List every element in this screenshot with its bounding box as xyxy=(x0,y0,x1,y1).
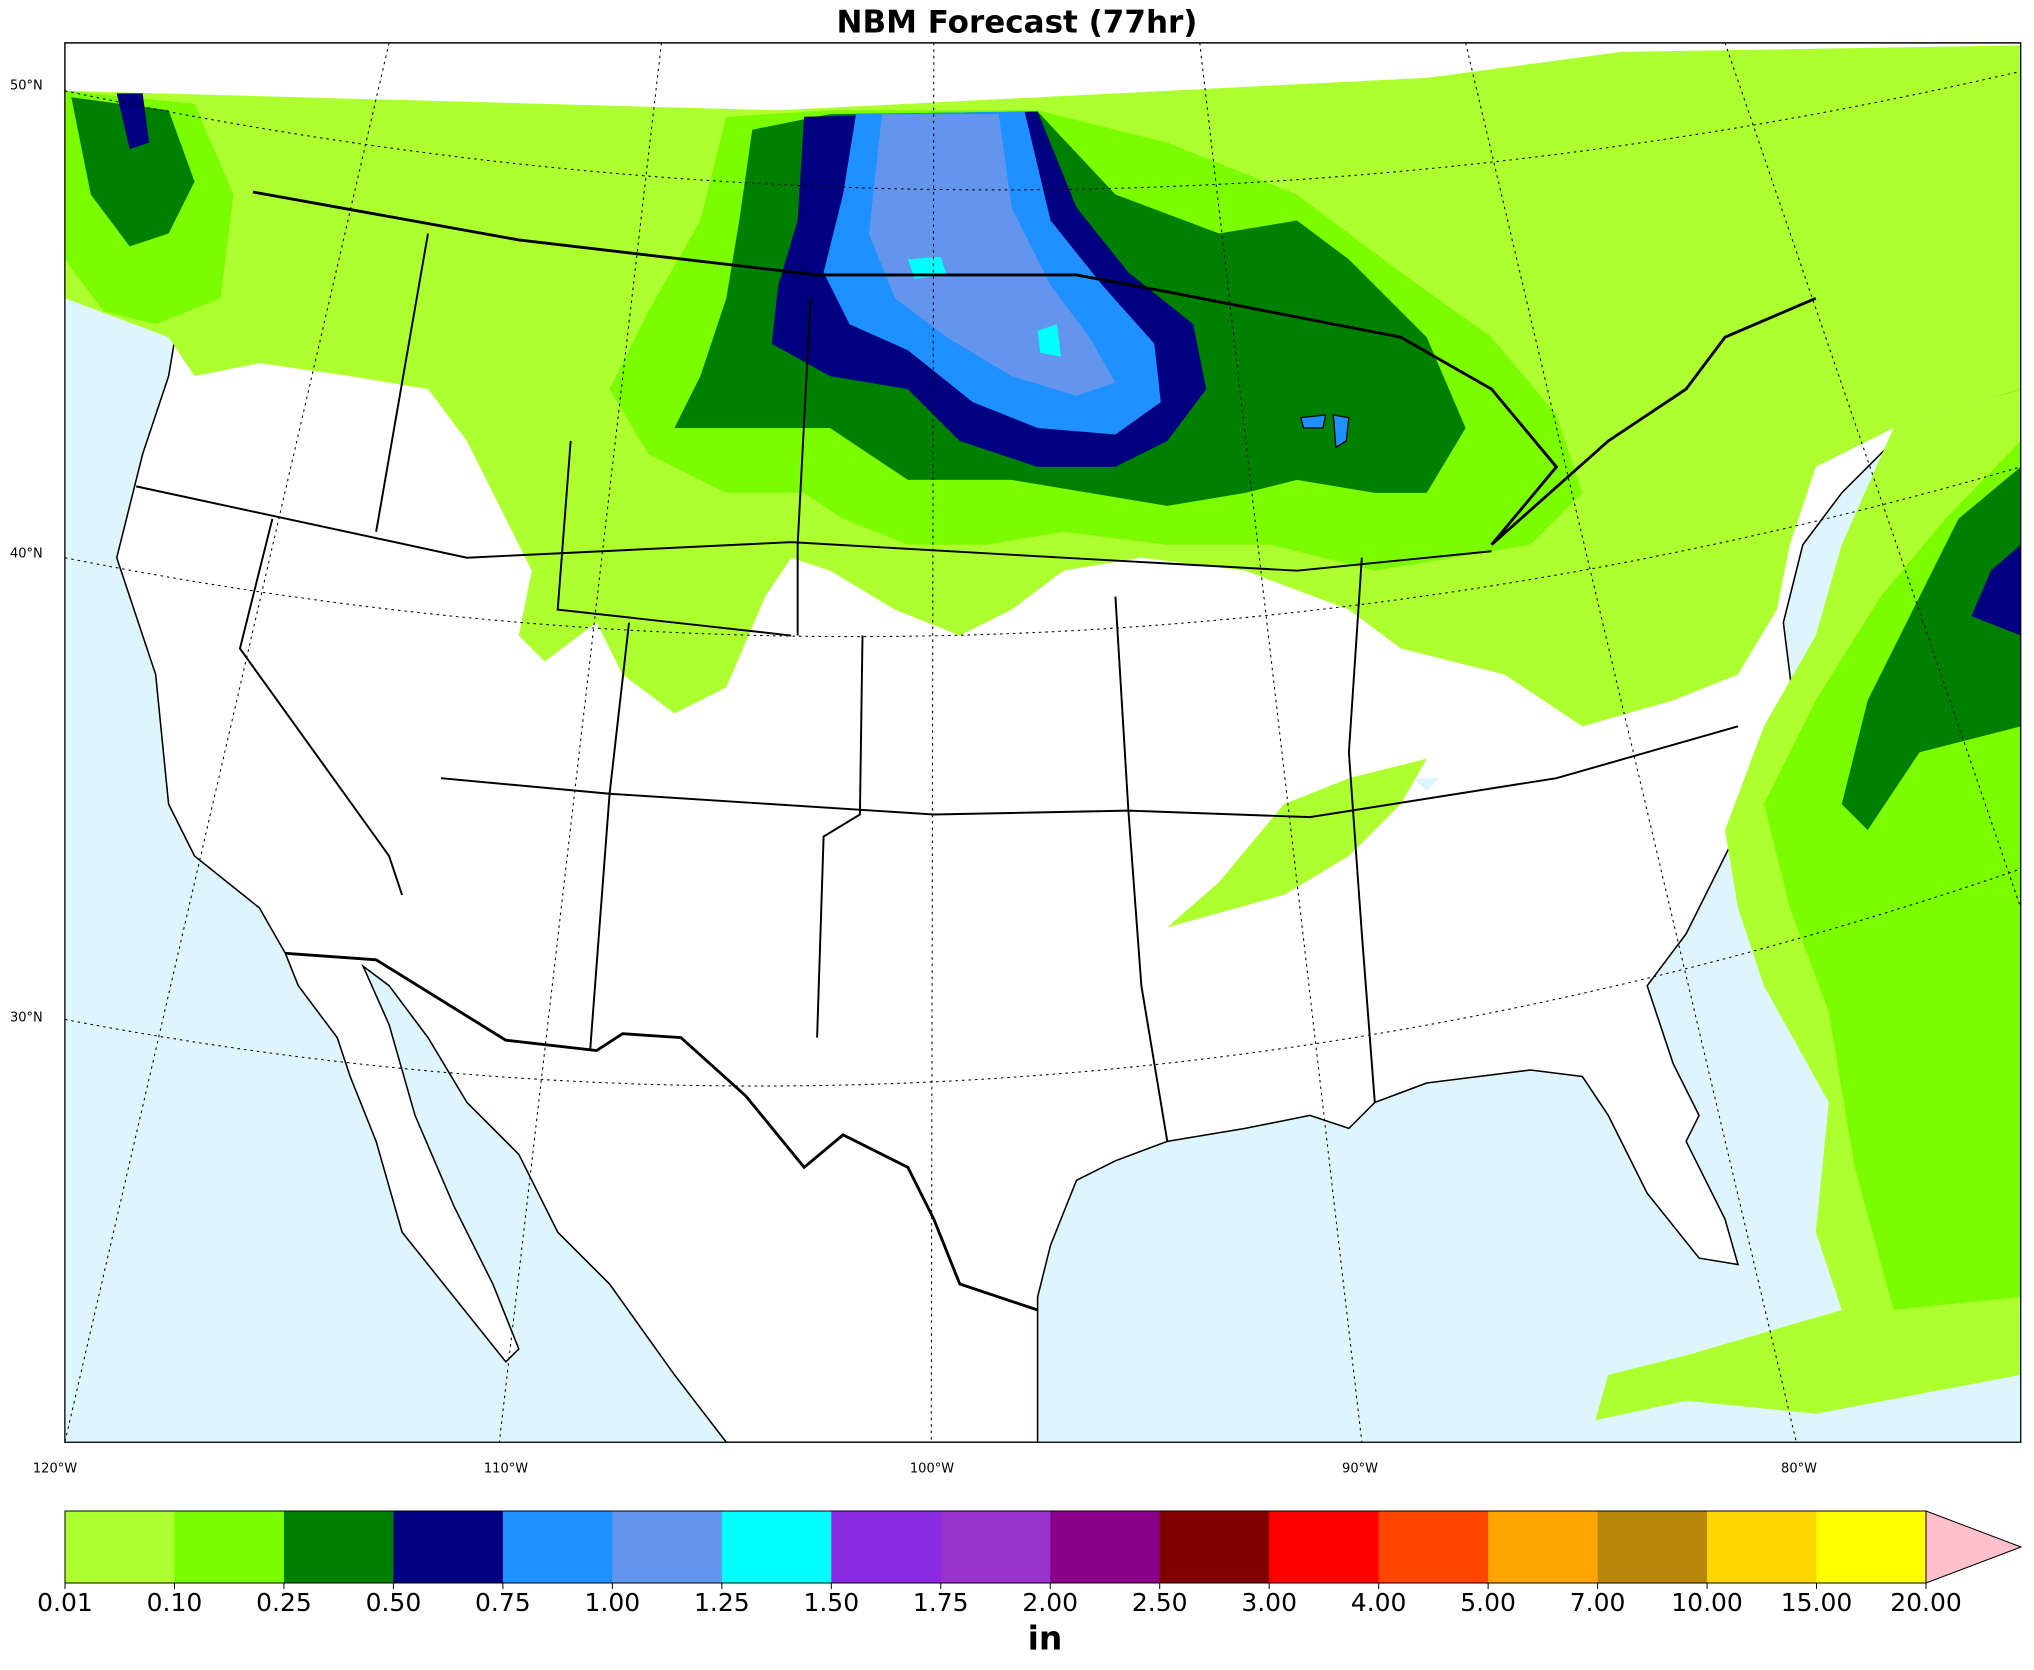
colorbar-segment xyxy=(283,1511,394,1583)
great-lakes xyxy=(1300,414,1350,449)
colorbar-segment xyxy=(1488,1511,1599,1583)
latitude-labels: 50°N 40°N 30°N xyxy=(10,79,43,1026)
colorbar-tick-label: 5.00 xyxy=(1460,1588,1516,1617)
longitude-label: 110°W xyxy=(484,1462,528,1477)
map-title: NBM Forecast (77hr) xyxy=(837,5,1198,41)
state-lines xyxy=(135,233,1739,1142)
precip-050-east xyxy=(1971,544,2021,636)
precip-025-west xyxy=(71,97,195,247)
colorbar-segment xyxy=(1378,1511,1489,1583)
precip-001-south xyxy=(1167,758,1427,928)
colorbar-tick-label: 0.50 xyxy=(366,1588,422,1617)
colorbar-tick-label: 1.25 xyxy=(694,1588,750,1617)
colorbar-segment xyxy=(1707,1511,1818,1583)
colorbar-segment xyxy=(1816,1511,1927,1583)
colorbar-tick-label: 15.00 xyxy=(1781,1588,1853,1617)
colorbar-tick-label: 4.00 xyxy=(1351,1588,1407,1617)
colorbar-segment xyxy=(1050,1511,1161,1583)
colorbar-segment xyxy=(1597,1511,1708,1583)
precip-025-east xyxy=(1841,466,2021,831)
longitude-label: 100°W xyxy=(910,1462,954,1477)
colorbar-segment xyxy=(502,1511,613,1583)
colorbar-segment xyxy=(174,1511,285,1583)
colorbar-label: in xyxy=(1028,1619,1063,1658)
colorbar-tick-label: 20.00 xyxy=(1890,1588,1962,1617)
colorbar-segment xyxy=(1159,1511,1270,1583)
longitude-labels: 120°W 110°W 100°W 90°W 80°W xyxy=(33,1462,1817,1477)
map-area xyxy=(64,42,2022,1443)
colorbar-segment xyxy=(831,1511,942,1583)
longitude-label: 80°W xyxy=(1781,1462,1817,1477)
colorbar-tick-label: 1.00 xyxy=(585,1588,641,1617)
colorbar-tick-label: 10.00 xyxy=(1671,1588,1743,1617)
colorbar-segment xyxy=(940,1511,1051,1583)
colorbar-tick-label: 3.00 xyxy=(1241,1588,1297,1617)
colorbar: 0.01 0.10 0.25 0.50 0.75 1.00 1.25 1.50 1.75 2.00… xyxy=(37,1510,2023,1658)
colorbar-segment xyxy=(65,1511,175,1583)
colorbar-segment xyxy=(721,1511,832,1583)
colorbar-tick-label: 2.00 xyxy=(1022,1588,1078,1617)
colorbar-tick-label: 7.00 xyxy=(1570,1588,1626,1617)
map-frame xyxy=(64,42,2022,1443)
colorbar-tick-label: 0.25 xyxy=(256,1588,312,1617)
latitude-label: 40°N xyxy=(10,547,43,562)
colorbar-frame xyxy=(64,1510,1927,1584)
colorbar-tick-label: 2.50 xyxy=(1132,1588,1188,1617)
colorbar-tick-label: 1.50 xyxy=(803,1588,859,1617)
colorbar-tick-label: 0.75 xyxy=(475,1588,531,1617)
florida-keys-gap xyxy=(1413,778,1440,792)
precip-050-nw xyxy=(116,93,150,150)
colorbar-segment xyxy=(1269,1511,1380,1583)
longitude-label: 120°W xyxy=(33,1462,77,1477)
colorbar-tick-label: 0.01 xyxy=(37,1588,93,1617)
latitude-label: 50°N xyxy=(10,79,43,94)
graticule xyxy=(64,42,2021,1443)
latitude-label: 30°N xyxy=(10,1011,43,1026)
precip-100 xyxy=(868,114,1116,396)
longitude-label: 90°W xyxy=(1342,1462,1378,1477)
colorbar-segment xyxy=(393,1511,504,1583)
borders xyxy=(252,190,1817,1312)
colorbar-tick-label: 1.75 xyxy=(913,1588,969,1617)
colorbar-segment xyxy=(612,1511,723,1583)
colorbar-tick-label: 0.10 xyxy=(147,1588,203,1617)
precip-125 xyxy=(907,256,1061,357)
colorbar-extend xyxy=(1925,1510,2023,1584)
